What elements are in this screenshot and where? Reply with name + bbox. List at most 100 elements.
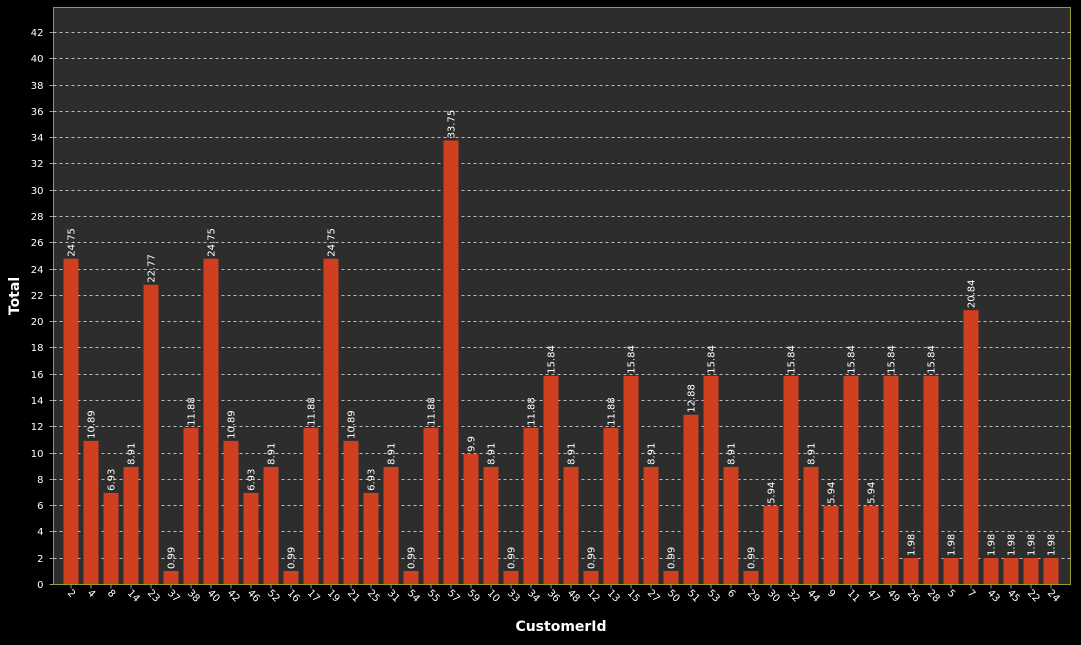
- x-tick-label: 13: [605, 588, 622, 605]
- bar: [363, 492, 379, 584]
- value-label: 15.84: [787, 345, 798, 374]
- value-label: 8.91: [807, 443, 818, 465]
- value-label: 0.99: [747, 547, 758, 569]
- value-label: 24.75: [67, 228, 78, 257]
- value-label: 15.84: [847, 345, 858, 374]
- x-tick-label: 14: [125, 588, 142, 605]
- bar: [143, 284, 159, 584]
- bar: [103, 492, 119, 584]
- x-tick-label: 17: [305, 588, 322, 605]
- bar: [323, 258, 339, 584]
- bar: [923, 375, 939, 584]
- bar: [343, 440, 359, 584]
- y-tick-label: 6: [37, 501, 43, 512]
- bar: [163, 570, 179, 584]
- x-tick-label: 11: [845, 588, 862, 605]
- x-tick-label: 57: [445, 588, 462, 605]
- bar: [663, 570, 679, 584]
- value-label: 6.93: [107, 469, 118, 491]
- y-tick-label: 0: [37, 580, 43, 591]
- value-label: 11.88: [187, 397, 198, 426]
- x-tick-label: 9: [825, 588, 837, 600]
- bar: [383, 466, 399, 584]
- bar: [443, 140, 459, 584]
- x-tick-label: 47: [865, 588, 882, 605]
- value-label: 5.94: [867, 482, 878, 504]
- x-tick-label: 52: [265, 588, 282, 605]
- y-tick-label: 28: [31, 212, 44, 223]
- value-label: 5.94: [767, 482, 778, 504]
- value-label: 11.88: [607, 397, 618, 426]
- y-tick-label: 40: [31, 54, 44, 65]
- y-tick-label: 20: [31, 317, 44, 328]
- bar: [703, 375, 719, 584]
- x-tick-label: 54: [405, 588, 422, 605]
- y-tick-label: 10: [31, 449, 44, 460]
- value-label: 33.75: [447, 110, 458, 139]
- x-axis-title: CustomerId: [515, 619, 606, 635]
- x-tick-label: 31: [385, 588, 402, 605]
- value-label: 8.91: [647, 443, 658, 465]
- value-label: 5.94: [827, 482, 838, 504]
- value-label: 15.84: [707, 345, 718, 374]
- bar: [683, 414, 699, 584]
- y-tick-label: 36: [31, 107, 44, 118]
- x-tick-label: 24: [1045, 588, 1062, 605]
- bar: [563, 466, 579, 584]
- x-tick-label: 25: [365, 588, 382, 605]
- bar: [123, 466, 139, 584]
- x-tick-label: 42: [225, 588, 242, 605]
- bar: [1003, 557, 1019, 584]
- bar: [863, 505, 879, 584]
- x-tick-label: 30: [765, 588, 782, 605]
- value-label: 1.98: [1027, 534, 1038, 556]
- x-tick-label: 2: [65, 588, 77, 600]
- value-label: 0.99: [407, 547, 418, 569]
- value-label: 11.88: [527, 397, 538, 426]
- bar: [83, 440, 99, 584]
- x-tick-label: 34: [525, 588, 542, 605]
- value-label: 9.9: [467, 436, 478, 452]
- value-label: 6.93: [367, 469, 378, 491]
- value-labels: 24.75 10.89 6.93 8.91 22.77 0.99 11.88 24.75 10.…: [67, 110, 1058, 569]
- value-label: 15.84: [927, 345, 938, 374]
- bar: [183, 427, 199, 584]
- x-tick-label: 46: [245, 588, 262, 605]
- x-tick-label: 48: [565, 588, 582, 605]
- x-tick-label: 43: [985, 588, 1002, 605]
- bar: [943, 557, 959, 584]
- bar: [743, 570, 759, 584]
- bar: [1043, 557, 1059, 584]
- value-label: 8.91: [267, 443, 278, 465]
- bar: [263, 466, 279, 584]
- y-tick-label: 8: [37, 475, 43, 486]
- y-tick-label: 42: [31, 28, 44, 39]
- bar: [483, 466, 499, 584]
- x-tick-label: 5: [945, 588, 957, 600]
- value-label: 1.98: [1047, 534, 1058, 556]
- bar: [723, 466, 739, 584]
- x-tick-label: 26: [905, 588, 922, 605]
- bar: [403, 570, 419, 584]
- bar: [583, 570, 599, 584]
- x-tick-label: 44: [805, 588, 822, 605]
- bar: [803, 466, 819, 584]
- x-tick-label: 27: [645, 588, 662, 605]
- bar: [523, 427, 539, 584]
- x-tick-label: 15: [625, 588, 642, 605]
- value-label: 24.75: [207, 228, 218, 257]
- bar: [243, 492, 259, 584]
- value-label: 15.84: [627, 345, 638, 374]
- x-tick-label: 50: [665, 588, 682, 605]
- value-label: 1.98: [947, 534, 958, 556]
- bar: [203, 258, 219, 584]
- bar: [303, 427, 319, 584]
- x-tick-label: 28: [925, 588, 942, 605]
- y-tick-label: 22: [31, 291, 44, 302]
- x-tick-label: 33: [505, 588, 522, 605]
- y-tick-label: 4: [37, 527, 43, 538]
- y-tick-label: 38: [31, 81, 44, 92]
- bar: [783, 375, 799, 584]
- x-tick-label: 8: [105, 588, 117, 600]
